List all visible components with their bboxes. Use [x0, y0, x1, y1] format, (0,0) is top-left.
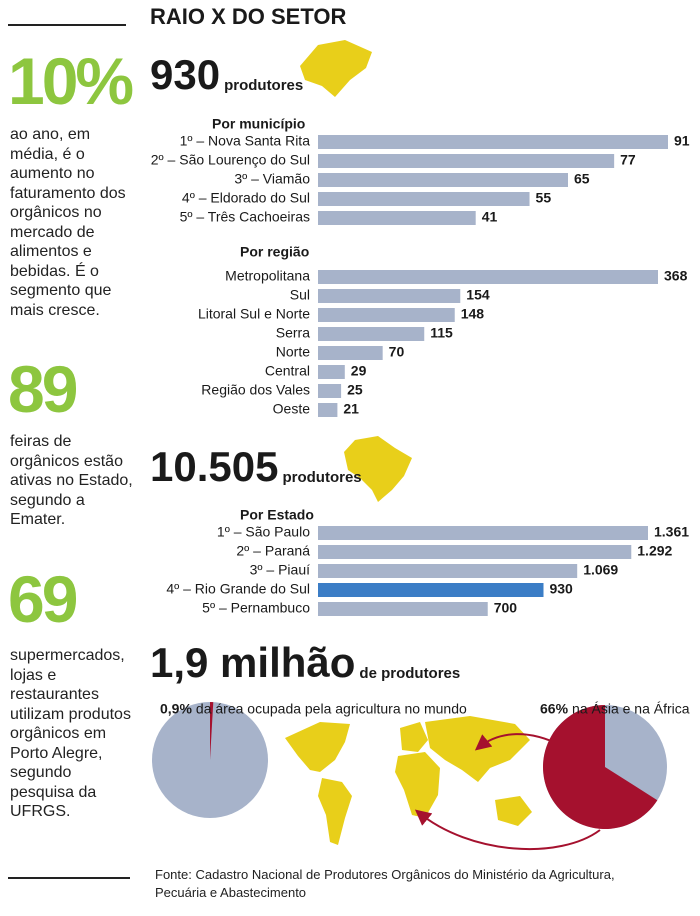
category-label: 3º – Viamão	[234, 171, 310, 187]
section-figure: 1,9 milhão	[150, 639, 355, 686]
section-unit: de produtores	[359, 665, 460, 682]
world-map	[285, 716, 532, 845]
value-label: 1.069	[583, 562, 618, 578]
value-label: 930	[549, 581, 573, 597]
category-label: 3º – Piauí	[250, 562, 310, 578]
category-label: 4º – Eldorado do Sul	[182, 190, 310, 206]
category-label: Serra	[276, 325, 310, 341]
value-label: 70	[389, 344, 405, 360]
category-label: Região dos Vales	[201, 382, 310, 398]
sidebar-figure: 89	[8, 352, 78, 426]
category-label: Metropolitana	[225, 268, 310, 284]
bar	[318, 526, 648, 540]
brazil-map	[344, 436, 412, 502]
source: Fonte: Cadastro Nacional de Produtores O…	[155, 867, 615, 900]
chart-subtitle: Por região	[240, 244, 309, 260]
sidebar-text: ao ano, em média, é o aumento no faturam…	[10, 126, 126, 319]
bar	[318, 384, 342, 398]
value-label: 21	[343, 401, 359, 417]
category-label: 5º – Pernambuco	[202, 600, 310, 616]
category-label: Norte	[276, 344, 310, 360]
value-label: 700	[494, 600, 518, 616]
arrow	[414, 809, 601, 851]
bar	[318, 564, 578, 578]
bar	[318, 192, 530, 206]
section-figure: 930	[150, 51, 220, 98]
category-label: 4º – Rio Grande do Sul	[166, 581, 310, 597]
chart-subtitle: Por município	[212, 116, 305, 132]
pie-value-label: 0,9%	[160, 701, 192, 717]
chart-subtitle: Por Estado	[240, 507, 314, 523]
category-label: 5º – Três Cachoeiras	[180, 209, 310, 225]
value-label: 1.292	[637, 543, 672, 559]
value-label: 91	[674, 133, 690, 149]
section-figure: 10.505	[150, 443, 278, 490]
bar	[318, 308, 455, 322]
bar	[318, 154, 615, 168]
category-label: 2º – Paraná	[236, 543, 310, 559]
category-label: 1º – Nova Santa Rita	[180, 133, 311, 149]
pie-label: na Ásia e na África	[572, 701, 690, 717]
bar	[318, 545, 632, 559]
bar	[318, 327, 425, 341]
section-unit: produtores	[282, 469, 361, 486]
title: RAIO X DO SETOR	[150, 4, 347, 29]
value-label: 55	[536, 190, 552, 206]
value-label: 29	[351, 363, 367, 379]
category-label: Oeste	[273, 401, 311, 417]
value-label: 41	[482, 209, 498, 225]
category-label: Central	[265, 363, 310, 379]
section-unit: produtores	[224, 77, 303, 94]
bar	[318, 270, 658, 284]
bar	[318, 583, 544, 597]
value-label: 368	[664, 268, 688, 284]
bar	[318, 602, 488, 616]
bar	[318, 289, 461, 303]
rs-map	[300, 40, 372, 97]
sidebar-figure: 10%	[8, 44, 134, 118]
pie-label: da área ocupada pela agricultura no mund…	[196, 701, 467, 717]
bar	[318, 346, 383, 360]
value-label: 1.361	[654, 524, 689, 540]
bar	[318, 173, 568, 187]
sidebar-text: feiras de orgânicos estão ativas no Esta…	[10, 433, 133, 528]
pie-value-label: 66%	[540, 701, 569, 717]
category-label: Litoral Sul e Norte	[198, 306, 310, 322]
value-label: 115	[430, 325, 453, 341]
bar	[318, 365, 345, 379]
sidebar-text: supermercados, lojas e restaurantes util…	[10, 647, 131, 820]
pie-slice	[542, 705, 658, 830]
category-label: 2º – São Lourenço do Sul	[151, 152, 310, 168]
sidebar-figure: 69	[8, 562, 78, 636]
value-label: 65	[574, 171, 590, 187]
value-label: 154	[466, 287, 490, 303]
bar	[318, 135, 668, 149]
value-label: 148	[461, 306, 485, 322]
pie-slice	[210, 702, 214, 760]
category-label: Sul	[290, 287, 310, 303]
category-label: 1º – São Paulo	[217, 524, 310, 540]
value-label: 25	[347, 382, 363, 398]
bar	[318, 403, 338, 417]
value-label: 77	[620, 152, 636, 168]
bar	[318, 211, 476, 225]
